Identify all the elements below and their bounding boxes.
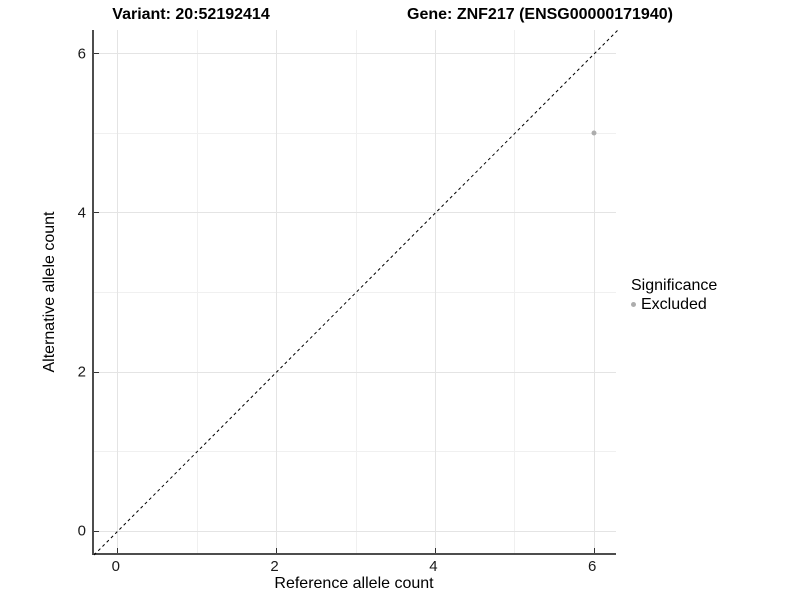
x-axis-title: Reference allele count <box>274 575 434 592</box>
legend-key-dot <box>631 302 636 307</box>
gridline-y-minor <box>94 292 616 293</box>
x-tick-mark <box>276 548 278 553</box>
gridline-x-minor <box>514 30 516 553</box>
gridline-y-major <box>94 530 616 532</box>
legend-items: Excluded <box>631 295 717 314</box>
identity-dashed-line <box>93 29 619 556</box>
x-tick-label: 2 <box>270 558 279 575</box>
legend-item-label: Excluded <box>641 296 707 313</box>
legend-title: Significance <box>631 277 718 294</box>
gridline-y-major <box>94 371 616 373</box>
y-tick-mark <box>94 530 99 532</box>
x-tick-mark <box>593 548 595 553</box>
gridline-y-major <box>94 53 616 55</box>
data-point <box>591 130 597 136</box>
gridline-y-major <box>94 212 616 214</box>
x-tick-label: 4 <box>429 558 438 575</box>
y-tick-label: 0 <box>77 522 86 540</box>
gene-title: Gene: ZNF217 (ENSG00000171940) <box>407 6 673 23</box>
y-tick-mark <box>94 371 99 373</box>
gridline-x-major <box>593 30 595 553</box>
legend-item: Excluded <box>631 295 717 314</box>
gridline-y-minor <box>94 132 616 134</box>
gridline-x-minor <box>355 30 357 553</box>
x-tick-mark <box>434 548 436 553</box>
y-axis-title: Alternative allele count <box>41 211 58 373</box>
gridline-x-major <box>434 30 436 553</box>
gridline-x-major <box>117 30 119 553</box>
gridline-y-minor <box>94 451 616 453</box>
gridline-x-major <box>276 30 278 553</box>
y-tick-mark <box>94 53 99 55</box>
x-tick-mark <box>117 548 119 553</box>
legend: Significance Excluded <box>631 276 717 314</box>
y-tick-label: 6 <box>77 45 86 63</box>
x-tick-label: 0 <box>111 558 120 575</box>
y-tick-mark <box>94 212 99 214</box>
y-tick-label: 4 <box>77 204 86 222</box>
y-tick-label: 2 <box>77 363 86 381</box>
x-tick-label: 6 <box>588 558 597 575</box>
plot-panel <box>92 29 619 556</box>
gridline-x-minor <box>196 30 198 553</box>
variant-title: Variant: 20:52192414 <box>112 6 270 23</box>
